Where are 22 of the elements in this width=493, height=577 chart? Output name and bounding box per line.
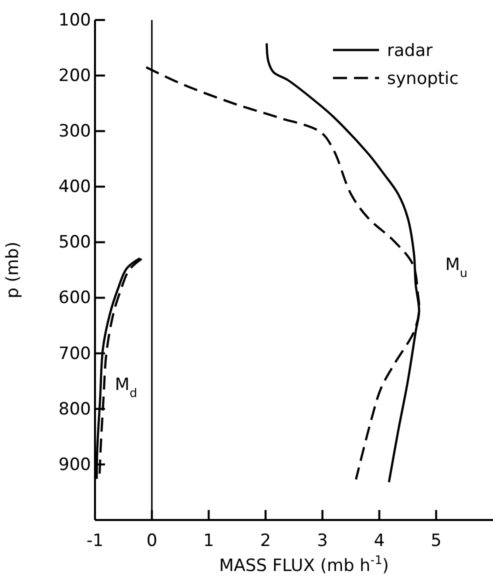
x-tick-label: 2 bbox=[260, 531, 271, 552]
x-tick-label: 0 bbox=[146, 531, 158, 552]
x-tick-label: 3 bbox=[317, 531, 328, 552]
y-tick-label: 900 bbox=[58, 454, 91, 475]
x-tick-label: -1 bbox=[86, 531, 104, 552]
y-tick-label: 700 bbox=[58, 344, 91, 364]
y-axis-title: p (mb) bbox=[3, 242, 23, 298]
legend-label: radar bbox=[387, 41, 433, 61]
y-tick-label: 100 bbox=[58, 10, 91, 30]
y-tick-label: 500 bbox=[58, 232, 91, 253]
y-tick-label: 400 bbox=[58, 177, 91, 198]
x-tick-label: 4 bbox=[374, 531, 385, 552]
y-tick-label: 300 bbox=[58, 122, 91, 142]
legend-label: synoptic bbox=[387, 69, 459, 89]
annotation: M$_{u}$ bbox=[445, 255, 468, 280]
x-axis-title: MASS FLUX (mb h$^{-1}$) bbox=[219, 553, 389, 576]
y-tick-label: 600 bbox=[58, 288, 91, 308]
x-tick-label: 5 bbox=[430, 531, 442, 552]
y-tick-label: 800 bbox=[58, 399, 91, 420]
annotation: M$_{d}$ bbox=[114, 375, 138, 400]
x-tick-label: 1 bbox=[203, 531, 214, 552]
y-tick-label: 200 bbox=[58, 66, 91, 86]
